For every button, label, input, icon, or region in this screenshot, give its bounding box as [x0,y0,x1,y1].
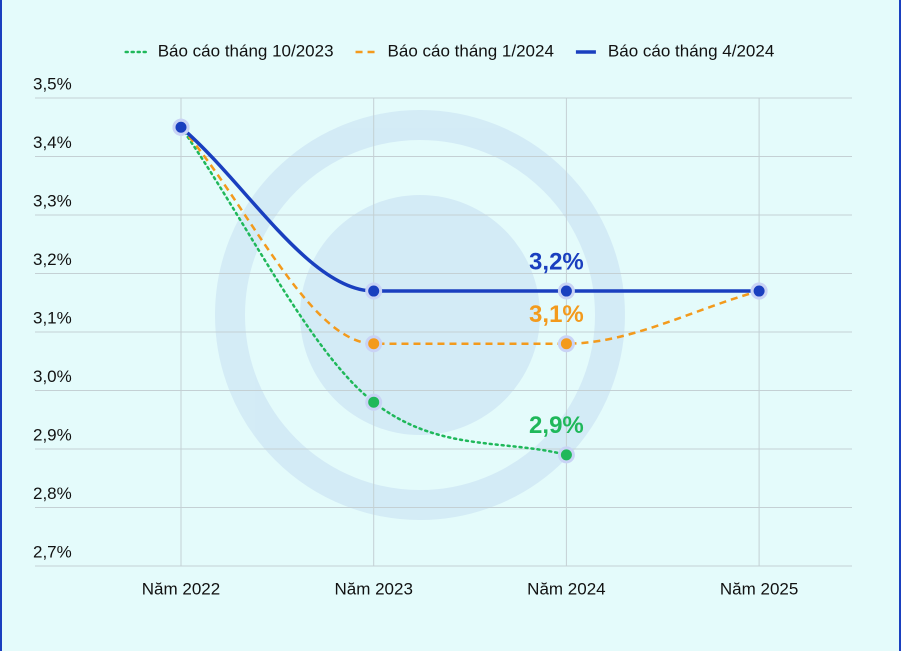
data-point [172,118,190,136]
legend-label: Báo cáo tháng 1/2024 [388,41,554,60]
data-point [557,282,575,300]
series-line [179,126,568,457]
legend-label: Báo cáo tháng 10/2023 [158,41,334,60]
legend: Báo cáo tháng 10/2023 Báo cáo tháng 1/202… [124,41,774,60]
data-label: 2,9% [529,412,584,439]
y-tick-label: 3,3% [33,191,72,210]
watermark [215,110,625,520]
data-point [557,446,575,464]
x-tick-label: Năm 2025 [720,579,798,598]
x-tick-label: Năm 2024 [527,579,605,598]
y-tick-label: 2,7% [33,542,72,561]
series-line [179,125,760,293]
y-tick-label: 2,9% [33,425,72,444]
y-tick-label: 3,2% [33,250,72,269]
legend-label: Báo cáo tháng 4/2024 [608,41,774,60]
data-point [750,282,768,300]
data-point [365,282,383,300]
y-tick-label: 3,1% [33,308,72,327]
data-label: 3,2% [529,248,584,275]
series-line [180,126,760,345]
data-point [365,393,383,411]
y-tick-label: 3,5% [33,74,72,93]
x-tick-label: Năm 2022 [142,579,220,598]
y-tick-label: 3,4% [33,133,72,152]
x-tick-label: Năm 2023 [334,579,412,598]
data-point [365,335,383,353]
y-tick-label: 2,8% [33,484,72,503]
data-label: 3,1% [529,301,584,328]
y-tick-label: 3,0% [33,367,72,386]
data-point [557,335,575,353]
